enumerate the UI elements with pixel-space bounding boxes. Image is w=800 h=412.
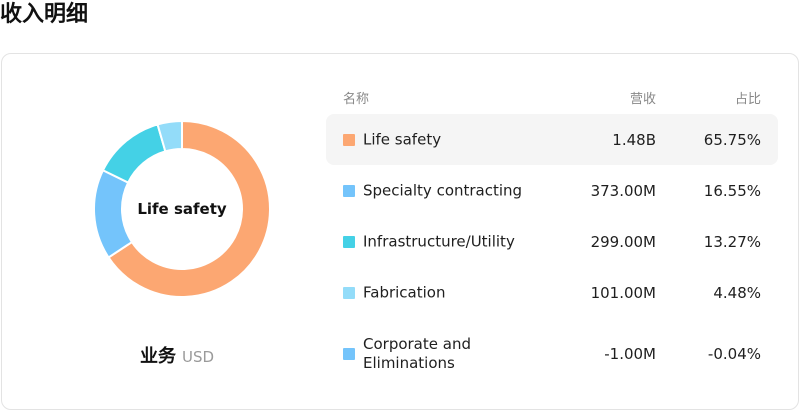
- row-name: Corporate and Eliminations: [363, 334, 471, 372]
- donut-chart[interactable]: Life safety: [87, 114, 277, 304]
- row-name: Life safety: [363, 130, 442, 148]
- row-revenue: 373.00M: [590, 181, 656, 200]
- row-name: Infrastructure/Utility: [363, 232, 515, 250]
- donut-slice-life-safety[interactable]: [107, 119, 271, 298]
- header-name: 名称: [343, 92, 370, 107]
- table-header: 名称 营收 占比: [326, 84, 778, 114]
- row-share: 16.55%: [703, 181, 761, 200]
- row-share: 65.75%: [703, 130, 761, 149]
- legend-swatch: [343, 347, 355, 360]
- currency-unit: USD: [181, 348, 215, 366]
- table-row-infrastructure-utility[interactable]: Infrastructure/Utility 299.00M 13.27%: [326, 216, 778, 267]
- row-name: Specialty contracting: [363, 181, 523, 199]
- chart-caption-title: 业务: [139, 346, 176, 367]
- legend-swatch: [343, 184, 355, 197]
- revenue-table: 名称 营收 占比 Life safety 1.48B 65.75% Specia…: [326, 84, 778, 389]
- table-row-specialty-contracting[interactable]: Specialty contracting 373.00M 16.55%: [326, 165, 778, 216]
- legend-swatch: [343, 286, 355, 299]
- row-share: -0.04%: [707, 344, 761, 363]
- header-share: 占比: [734, 92, 761, 107]
- row-revenue: 101.00M: [590, 283, 656, 302]
- row-share: 13.27%: [703, 232, 761, 251]
- donut-chart-svg: [93, 119, 271, 298]
- row-revenue: 1.48B: [612, 130, 656, 149]
- donut-slice-fabrication[interactable]: [156, 119, 183, 153]
- legend-swatch: [343, 133, 355, 146]
- chart-caption: 业务 USD: [2, 342, 352, 368]
- table-row-life-safety[interactable]: Life safety 1.48B 65.75%: [326, 114, 778, 165]
- table-row-corporate-and-eliminations[interactable]: Corporate and Eliminations -1.00M -0.04%: [326, 318, 778, 389]
- row-share: 4.48%: [713, 283, 761, 302]
- table-row-fabrication[interactable]: Fabrication 101.00M 4.48%: [326, 267, 778, 318]
- row-revenue: 299.00M: [590, 232, 656, 251]
- row-revenue: -1.00M: [604, 344, 656, 363]
- row-name: Fabrication: [363, 283, 446, 301]
- donut-center-label: Life safety: [137, 200, 227, 218]
- page-title: 收入明细: [0, 2, 89, 27]
- legend-swatch: [343, 235, 355, 248]
- revenue-card: Life safety 业务 USD 名称 营收 占比 Life safety 1…: [1, 53, 799, 410]
- header-revenue: 营收: [629, 92, 656, 107]
